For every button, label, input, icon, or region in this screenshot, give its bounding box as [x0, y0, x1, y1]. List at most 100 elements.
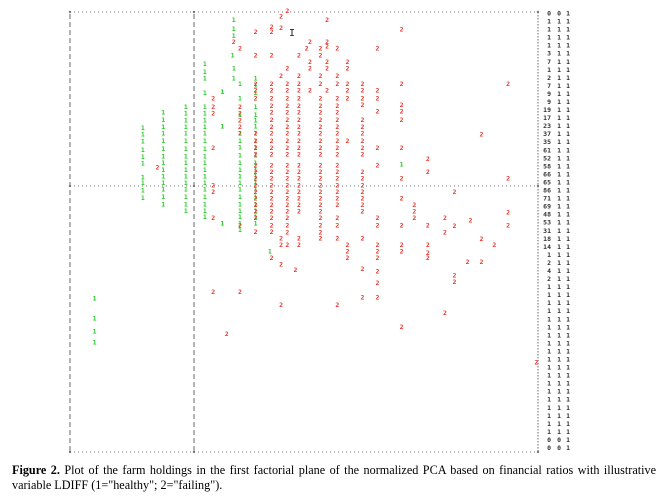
point-healthy: 1 [184, 159, 188, 167]
point-failing: 2 [297, 168, 301, 176]
count-cell: 1 [547, 291, 551, 299]
point-failing: 2 [506, 221, 510, 229]
point-failing: 2 [335, 188, 339, 196]
count-cell: 1 [566, 283, 570, 291]
point-failing: 2 [285, 229, 289, 237]
count-cell: 48 [543, 211, 551, 219]
point-healthy: 1 [238, 179, 242, 187]
point-failing: 2 [335, 168, 339, 176]
point-failing: 2 [270, 102, 274, 110]
count-cell: 0 [547, 10, 551, 18]
count-cell: 1 [557, 251, 561, 259]
point-failing: 2 [325, 87, 329, 95]
point-healthy: 1 [93, 294, 97, 302]
point-failing: 2 [319, 182, 323, 190]
count-cell: 1 [547, 283, 551, 291]
count-cell: 1 [557, 339, 561, 347]
point-failing: 2 [238, 44, 242, 52]
count-cell: 1 [547, 396, 551, 404]
count-cell: 1 [566, 211, 570, 219]
point-healthy: 1 [184, 193, 188, 201]
point-failing: 2 [285, 137, 289, 145]
point-failing: 2 [506, 174, 510, 182]
count-cell: 1 [547, 251, 551, 259]
count-cell: 37 [543, 130, 551, 138]
point-healthy: 1 [203, 89, 207, 97]
point-failing: 2 [453, 222, 457, 230]
count-cell: 1 [557, 211, 561, 219]
point-failing: 2 [361, 95, 365, 103]
count-cell: 1 [557, 138, 561, 146]
count-cell: 1 [557, 283, 561, 291]
count-cell: 1 [566, 130, 570, 138]
point-failing: 2 [305, 44, 309, 52]
count-cell: 1 [566, 138, 570, 146]
point-failing: 2 [297, 102, 301, 110]
point-healthy: 1 [203, 200, 207, 208]
count-cell: 1 [566, 179, 570, 187]
point-healthy: 1 [254, 117, 258, 125]
point-failing: 2 [376, 279, 380, 287]
point-failing: 2 [376, 254, 380, 262]
point-failing: 2 [297, 201, 301, 209]
point-failing: 2 [270, 23, 274, 31]
point-healthy: 1 [184, 123, 188, 131]
point-failing: 2 [335, 130, 339, 138]
point-failing: 2 [426, 155, 430, 163]
count-cell: 1 [547, 66, 551, 74]
point-healthy: 1 [184, 103, 188, 111]
point-failing: 2 [361, 144, 365, 152]
count-cell: 1 [547, 299, 551, 307]
count-cell: 14 [543, 243, 551, 251]
point-healthy: 1 [141, 194, 145, 202]
point-failing: 2 [325, 65, 329, 73]
count-cell: 1 [557, 66, 561, 74]
point-failing: 2 [254, 28, 258, 36]
point-failing: 2 [254, 137, 258, 145]
caption-text: Plot of the farm holdings in the first f… [12, 463, 656, 492]
count-cell: 1 [547, 42, 551, 50]
point-failing: 2 [361, 195, 365, 203]
point-failing: 2 [285, 161, 289, 169]
count-cell: 1 [547, 307, 551, 315]
point-healthy: 1 [203, 74, 207, 82]
count-cell: 1 [557, 50, 561, 58]
point-failing: 2 [297, 234, 301, 242]
count-cell: 1 [566, 82, 570, 90]
point-failing: 2 [279, 301, 283, 309]
count-cell: 1 [547, 315, 551, 323]
frame-corner-dot [192, 10, 196, 14]
point-failing: 2 [335, 144, 339, 152]
point-failing: 2 [335, 72, 339, 80]
point-failing: 2 [270, 182, 274, 190]
point-healthy: 1 [254, 200, 258, 208]
point-healthy: 1 [184, 200, 188, 208]
point-healthy: 1 [254, 111, 258, 119]
point-healthy: 1 [238, 152, 242, 160]
point-healthy: 1 [238, 173, 242, 181]
point-failing: 2 [346, 65, 350, 73]
count-cell: 17 [543, 114, 551, 122]
count-cell: 1 [557, 114, 561, 122]
count-cell: 1 [566, 219, 570, 227]
point-failing: 2 [297, 161, 301, 169]
point-failing: 2 [297, 195, 301, 203]
point-failing: 2 [270, 95, 274, 103]
point-failing: 2 [335, 234, 339, 242]
point-failing: 2 [453, 278, 457, 286]
point-failing: 2 [335, 102, 339, 110]
point-healthy: 1 [161, 137, 165, 145]
point-failing: 2 [480, 130, 484, 138]
count-cell: 1 [566, 404, 570, 412]
point-failing: 2 [335, 109, 339, 117]
point-failing: 2 [254, 168, 258, 176]
point-failing: 2 [285, 7, 289, 15]
point-failing: 2 [279, 13, 283, 21]
count-cell: 1 [557, 227, 561, 235]
point-healthy: 1 [161, 130, 165, 138]
point-failing: 2 [270, 188, 274, 196]
point-failing: 2 [376, 268, 380, 276]
point-healthy: 1 [203, 186, 207, 194]
point-failing: 2 [361, 80, 365, 88]
point-failing: 2 [361, 201, 365, 209]
